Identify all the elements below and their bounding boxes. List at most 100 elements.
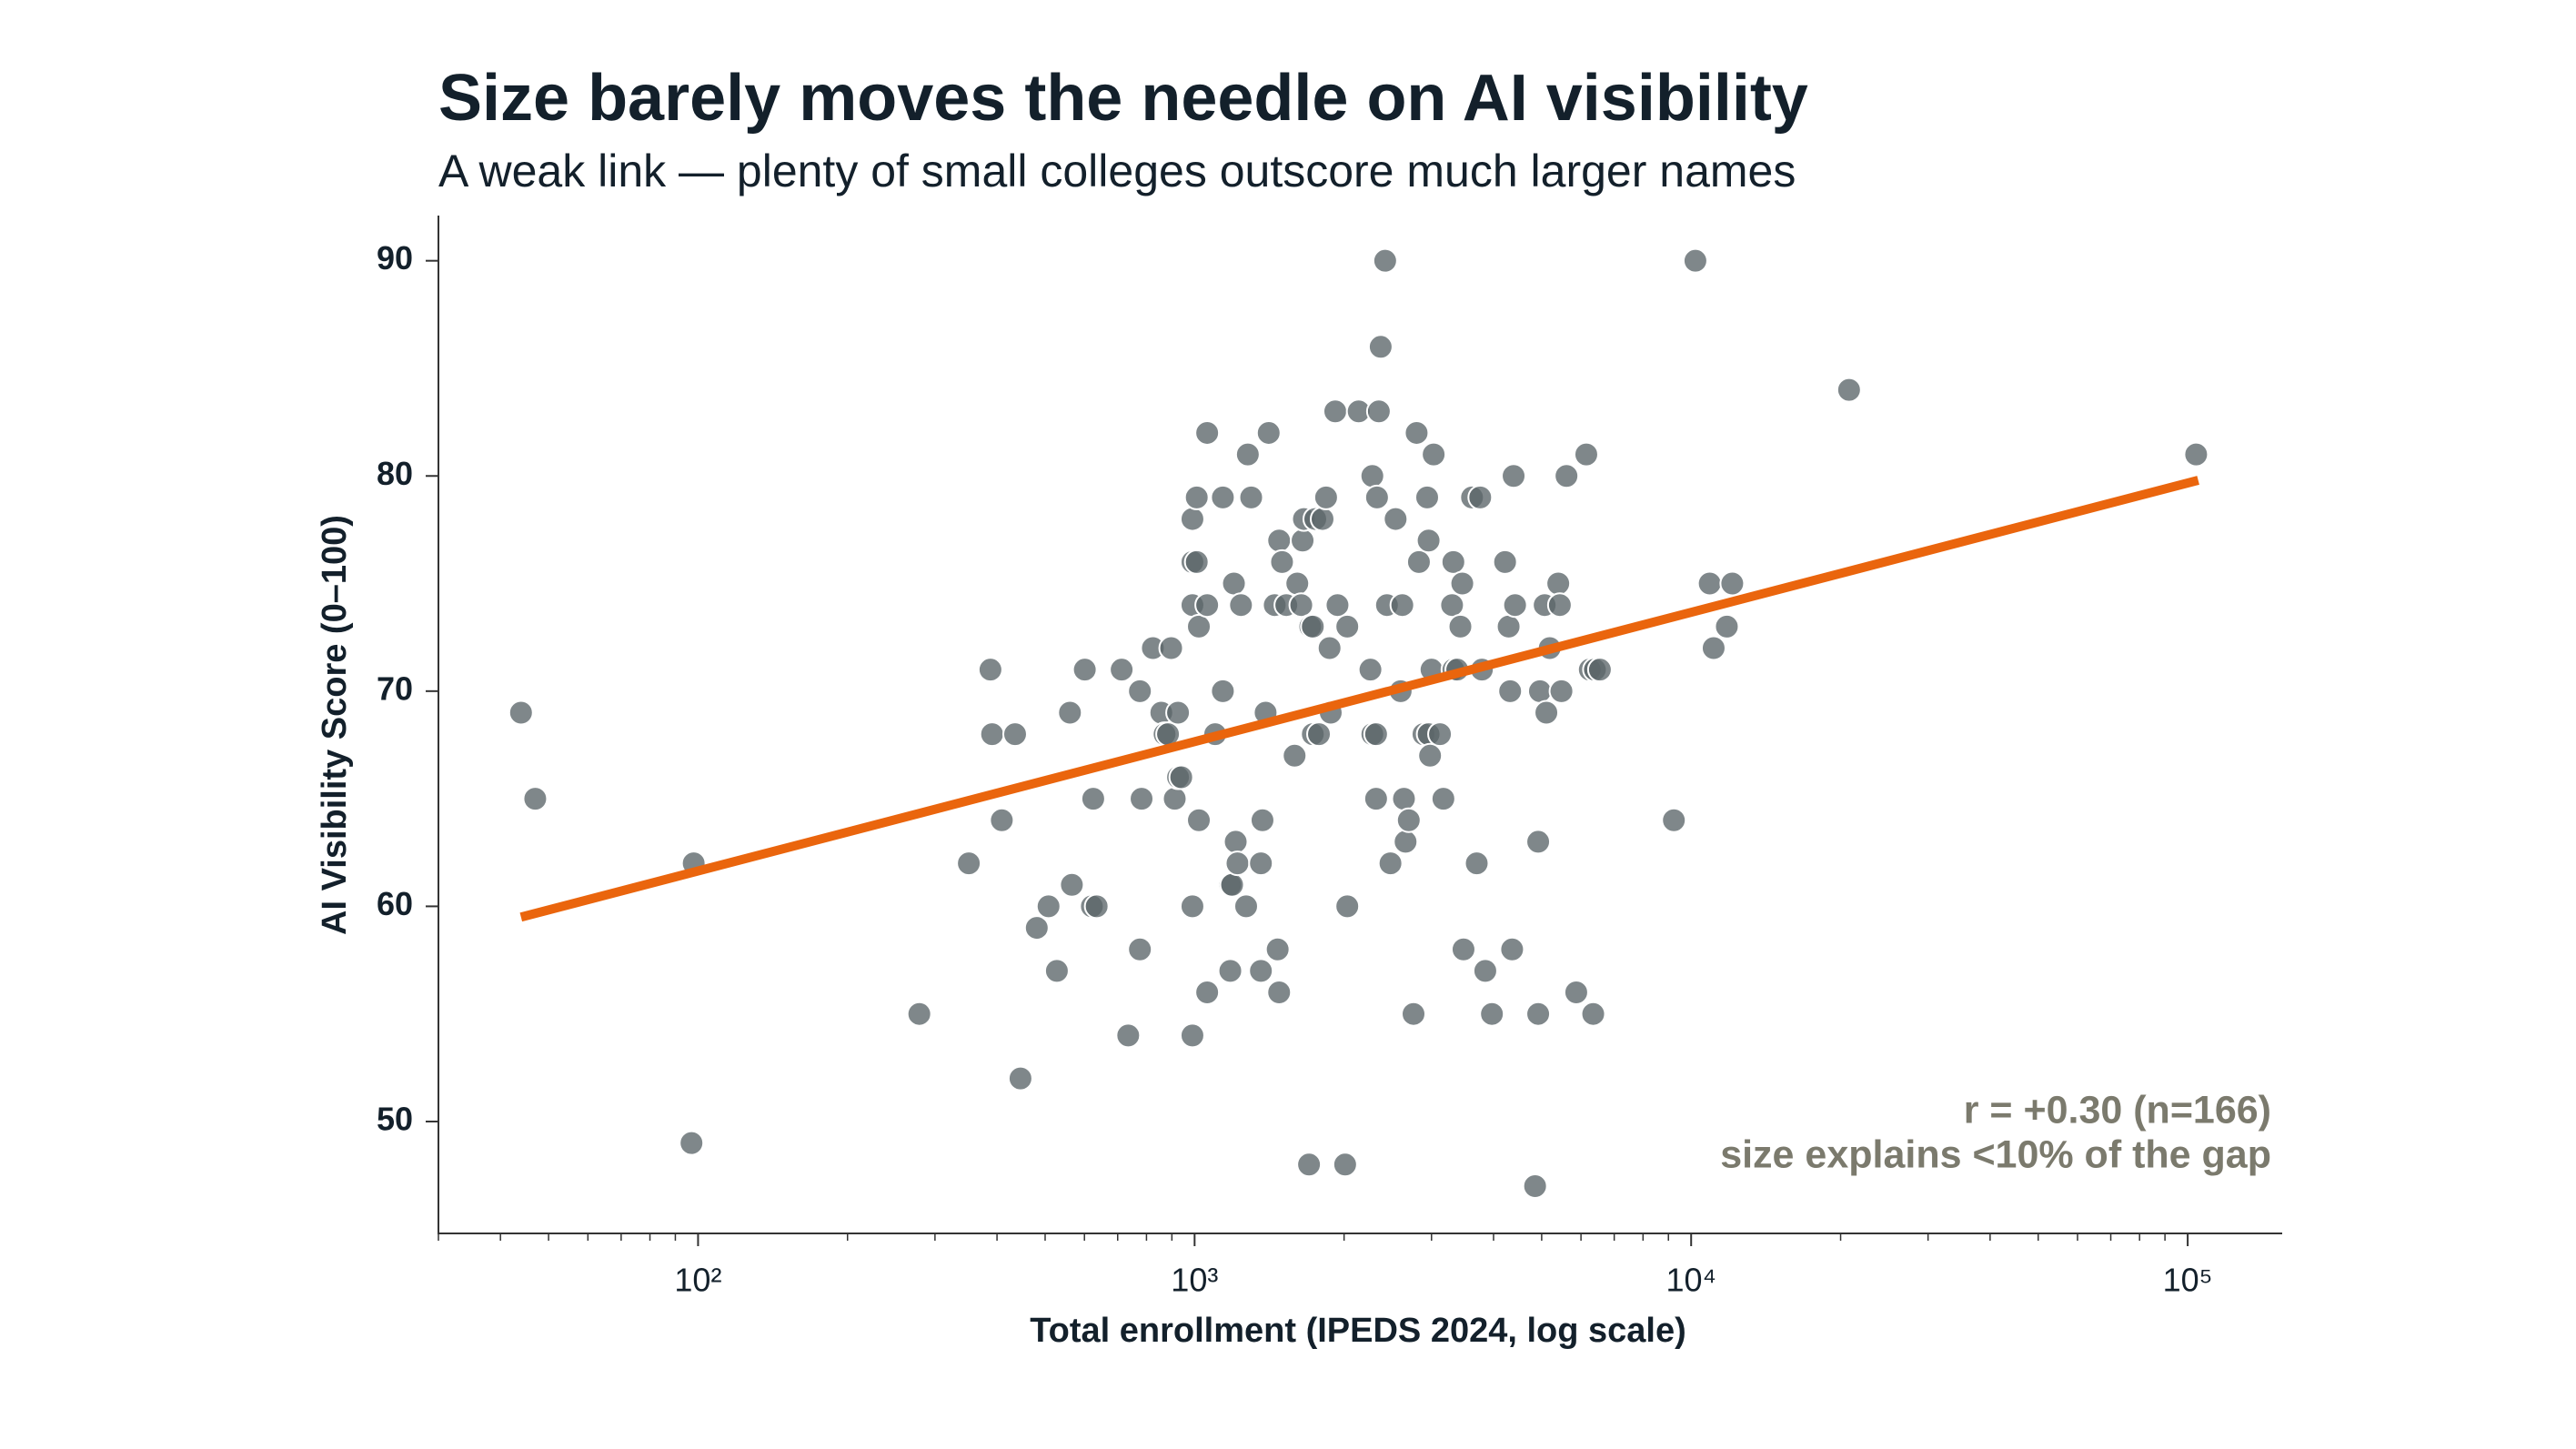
point <box>1158 635 1184 661</box>
point <box>1372 247 1398 274</box>
point <box>1377 850 1404 877</box>
point <box>1421 441 1447 468</box>
point <box>1563 980 1589 1006</box>
point <box>1313 484 1339 510</box>
point <box>1194 592 1221 619</box>
point <box>1332 1152 1358 1178</box>
point <box>956 850 982 877</box>
point <box>1427 721 1454 748</box>
point <box>1401 1001 1427 1027</box>
point <box>2183 441 2209 468</box>
point <box>1573 441 1599 468</box>
point <box>1450 936 1476 962</box>
point <box>1234 441 1261 468</box>
point <box>979 721 1005 748</box>
point <box>1001 721 1028 748</box>
point <box>1127 936 1153 962</box>
point <box>1415 528 1442 554</box>
point <box>1290 528 1316 554</box>
point <box>989 807 1015 833</box>
point <box>1162 786 1188 812</box>
point <box>1248 850 1274 877</box>
point <box>1502 592 1528 619</box>
point <box>1115 1022 1142 1049</box>
point <box>1719 570 1746 597</box>
point <box>1210 678 1236 704</box>
point <box>1059 871 1085 898</box>
point <box>1661 807 1687 833</box>
trend-line <box>519 476 2199 922</box>
point <box>1248 958 1274 984</box>
point <box>1080 786 1106 812</box>
point <box>1367 334 1394 360</box>
x-tick-label: 10³ <box>1171 1262 1218 1299</box>
point <box>1464 850 1490 877</box>
point <box>1300 613 1326 639</box>
point <box>1393 829 1419 855</box>
point <box>1357 657 1384 683</box>
chart-title: Size barely moves the needle on AI visib… <box>438 62 1808 135</box>
point <box>1696 570 1723 597</box>
point <box>1296 1152 1323 1178</box>
point <box>1497 678 1524 704</box>
point <box>1534 699 1560 726</box>
point <box>1255 419 1282 446</box>
point <box>1546 592 1573 619</box>
point <box>1266 528 1293 554</box>
point <box>1522 1172 1548 1199</box>
point <box>1309 506 1335 532</box>
point <box>1414 484 1440 510</box>
point <box>679 1130 705 1156</box>
point <box>1430 786 1456 812</box>
point <box>522 786 548 812</box>
point <box>1682 247 1708 274</box>
point <box>1714 613 1740 639</box>
y-tick-label: 60 <box>377 885 413 922</box>
point <box>1221 570 1247 597</box>
point <box>1316 635 1343 661</box>
x-tick-label: 10² <box>674 1262 721 1299</box>
point <box>1224 850 1251 877</box>
point <box>1194 419 1221 446</box>
point <box>1700 635 1726 661</box>
point <box>1545 570 1572 597</box>
point <box>1183 548 1210 575</box>
point <box>1194 980 1221 1006</box>
x-tick-label: 10⁴ <box>1665 1262 1716 1299</box>
point <box>1440 548 1466 575</box>
point <box>1499 936 1525 962</box>
point <box>1395 807 1422 833</box>
point <box>1391 786 1417 812</box>
point <box>1447 613 1474 639</box>
point <box>1264 936 1291 962</box>
point <box>906 1001 932 1027</box>
point <box>1223 829 1249 855</box>
point <box>1072 657 1098 683</box>
point <box>977 657 1003 683</box>
point <box>1186 613 1213 639</box>
point <box>1043 958 1070 984</box>
point <box>508 699 534 726</box>
point <box>1405 548 1432 575</box>
point <box>1127 678 1153 704</box>
point <box>1417 742 1444 769</box>
y-tick-label: 70 <box>377 669 413 707</box>
point <box>1179 506 1205 532</box>
point <box>1548 678 1575 704</box>
point <box>1472 958 1498 984</box>
point <box>1404 419 1430 446</box>
y-axis-label: AI Visibility Score (0–100) <box>316 515 354 935</box>
point <box>1580 1001 1606 1027</box>
point <box>1492 548 1518 575</box>
point <box>1282 742 1308 769</box>
point <box>1083 893 1110 920</box>
point <box>1183 484 1210 510</box>
y-tick-label: 90 <box>377 239 413 277</box>
point <box>1238 484 1264 510</box>
point <box>1526 678 1553 704</box>
point <box>1363 484 1390 510</box>
point <box>1168 764 1194 790</box>
point <box>1322 398 1348 425</box>
